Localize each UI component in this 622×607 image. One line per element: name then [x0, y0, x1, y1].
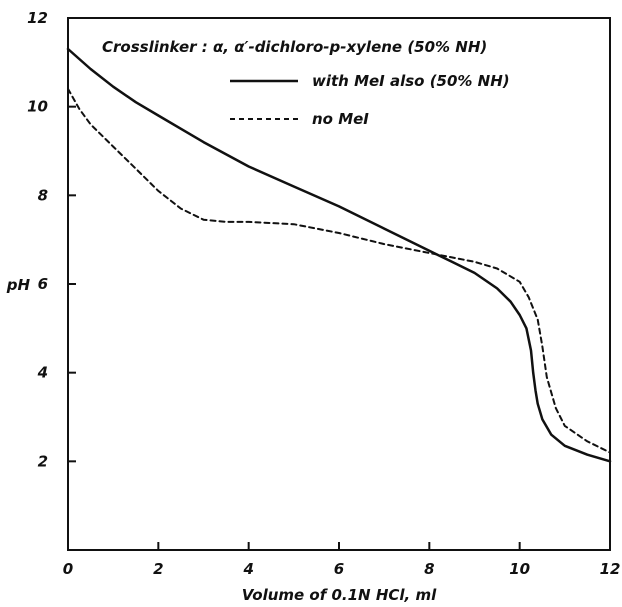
x-axis-title: Volume of 0.1N HCl, ml: [242, 586, 437, 604]
y-tick-label: 2: [38, 452, 48, 470]
y-tick-label: 12: [27, 9, 48, 27]
chart-title: Crosslinker : α, α′-dichloro-p-xylene (5…: [102, 38, 487, 56]
series-line-with-mei: [66, 47, 612, 463]
x-tick-label: 8: [424, 560, 434, 578]
x-tick-label: 6: [334, 560, 344, 578]
legend-label-no-mei: no MeI: [312, 110, 369, 128]
y-axis-title: pH: [6, 276, 31, 294]
axis-ticks: 0 2 4 6 8 10 12 2 4 6 8 10 12: [27, 9, 620, 578]
legend-label-with-mei: with MeI also (50% NH): [312, 72, 510, 90]
y-tick-label: 8: [38, 186, 48, 204]
x-tick-label: 10: [509, 560, 530, 578]
x-tick-label: 4: [242, 560, 253, 578]
x-tick-label: 0: [63, 560, 73, 578]
series-line-no-mei: [67, 87, 611, 454]
series-lines: [66, 47, 612, 463]
plot-frame: [67, 17, 611, 551]
y-tick-label: 6: [38, 275, 48, 293]
x-tick-label: 12: [600, 560, 621, 578]
y-tick-label: 4: [37, 364, 48, 382]
x-tick-label: 2: [153, 560, 163, 578]
y-tick-label: 10: [27, 98, 48, 116]
